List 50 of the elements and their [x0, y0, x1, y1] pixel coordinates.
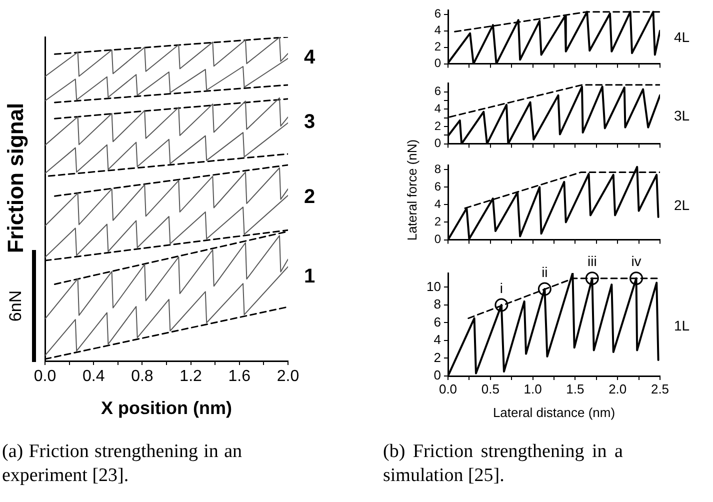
- x-tick-label: 0.4: [82, 368, 105, 386]
- y-tick-label: 2: [434, 350, 441, 365]
- series-label: 1L: [674, 317, 690, 334]
- x-axis-title: Lateral distance (nm): [492, 404, 616, 420]
- series-label: 2: [304, 186, 316, 208]
- y-tick-label: 0: [434, 56, 442, 70]
- y-tick-label: 4: [434, 101, 442, 116]
- series-label: 4: [304, 46, 316, 68]
- x-tick-label: 0.0: [34, 368, 56, 386]
- x-tick-label: 2.0: [276, 368, 300, 386]
- text: (b) Friction strengthening in a simulation [25].: [383, 440, 623, 488]
- annotation: ii: [542, 264, 548, 280]
- y-tick-label: 6: [434, 6, 442, 21]
- y-tick-label: 6: [434, 84, 442, 98]
- series-label: 4L: [674, 28, 690, 45]
- x-tick-label: 0.8: [131, 368, 154, 386]
- annotation: iv: [631, 253, 642, 270]
- x-tick-label: 2.0: [608, 381, 627, 396]
- annotation: i: [500, 280, 503, 296]
- x-tick-label: 2.5: [650, 381, 670, 396]
- y-tick-label: 0: [434, 232, 442, 246]
- x-tick-label: 1.2: [180, 368, 202, 386]
- x-tick-label: 1.6: [228, 368, 251, 386]
- x-tick-label: 0.5: [481, 381, 500, 396]
- y-tick-label: 2: [434, 118, 442, 133]
- series-label: 3L: [674, 108, 690, 124]
- y-tick-label: 4: [434, 23, 442, 38]
- y-tick-label: 0: [434, 136, 442, 150]
- x-tick-label: 1.0: [524, 381, 542, 396]
- series-label: 1: [304, 266, 316, 288]
- y-tick-label: 10: [426, 278, 441, 294]
- y-tick-label: 8: [434, 162, 442, 176]
- x-tick-label: 0.0: [438, 381, 458, 396]
- x-tick-label: 1.5: [566, 381, 584, 396]
- annotation: iii: [587, 253, 597, 270]
- y-tick-label: 2: [434, 214, 442, 229]
- y-tick-label: 0: [434, 368, 441, 383]
- y-axis-title: Friction signal: [3, 102, 29, 254]
- y-tick-label: 4: [434, 332, 441, 348]
- text: 6nN: [6, 290, 26, 322]
- y-tick-label: 2: [434, 40, 442, 54]
- y-tick-label: 6: [434, 179, 442, 194]
- y-axis-title: Lateral force (nN): [404, 139, 420, 241]
- y-tick-label: 4: [434, 197, 442, 212]
- series-label: 3: [304, 111, 316, 134]
- series-label: 2L: [674, 197, 690, 214]
- x-axis-title: X position (nm): [101, 398, 232, 418]
- text: (a) Friction strengthening in an experiment [23].: [2, 440, 242, 488]
- y-tick-label: 8: [434, 296, 441, 312]
- y-tick-label: 6: [434, 314, 441, 330]
